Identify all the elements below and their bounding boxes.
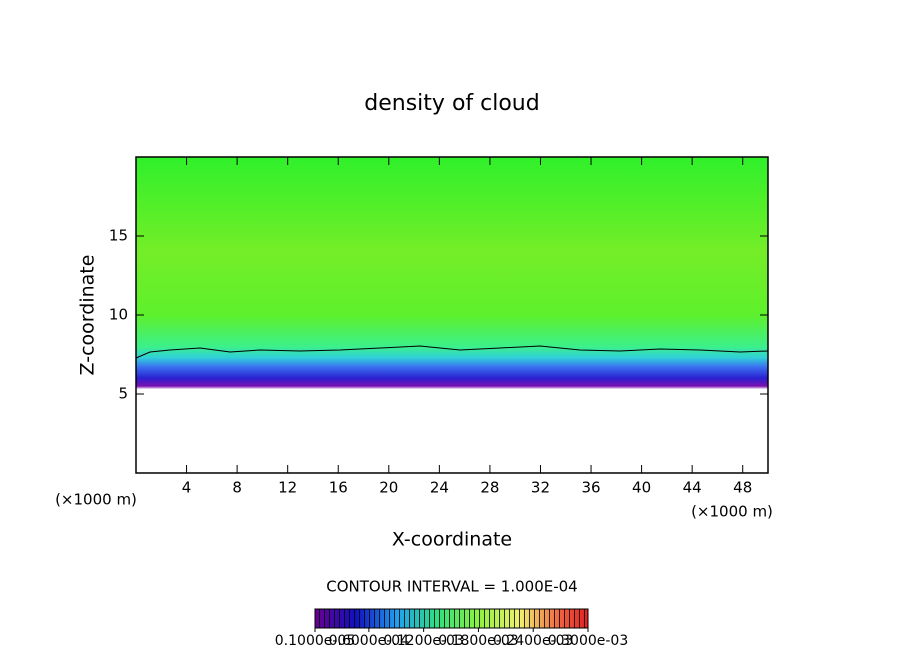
x-tick-label: 8: [232, 479, 242, 497]
field: [136, 157, 768, 473]
x-tick-label: 12: [278, 479, 297, 497]
x-tick-label: 32: [531, 479, 550, 497]
contour-interval: CONTOUR INTERVAL = 1.000E-04: [326, 578, 577, 596]
colorbar-tick-label: 0.1000e-05: [275, 633, 355, 649]
colorbar-frame: [314, 608, 589, 629]
x-tick-label: 24: [430, 479, 449, 497]
y-tick-label: 15: [109, 227, 128, 245]
y-unit: (×1000 m): [55, 491, 137, 509]
colorbar-tick-label: 0.2400e-03: [493, 633, 573, 649]
x-tick-label: 16: [329, 479, 348, 497]
y-tick-label: 10: [109, 306, 128, 324]
colorbar-tick-label: 0.1200e-03: [383, 633, 463, 649]
x-tick-label: 40: [632, 479, 651, 497]
colorbar-tick-label: 0.6000e-04: [329, 633, 410, 649]
y-axis-label: Z-coordinate: [77, 255, 99, 376]
x-tick-label: 48: [733, 479, 752, 497]
x-tick-label: 44: [683, 479, 702, 497]
x-axis-label: X-coordinate: [392, 529, 512, 551]
x-tick-label: 36: [581, 479, 600, 497]
x-tick-label: 20: [379, 479, 398, 497]
x-tick-label: 28: [480, 479, 499, 497]
x-unit: (×1000 m): [691, 503, 773, 521]
colorbar-tick-label: 0.3000e-03: [548, 633, 628, 649]
colorbar-tick-label: 0.1800e-03: [438, 633, 518, 649]
contour-line: [135, 345, 769, 359]
y-tick-label: 5: [118, 385, 128, 403]
chart-title: density of cloud: [364, 91, 539, 116]
x-tick-label: 4: [182, 479, 192, 497]
